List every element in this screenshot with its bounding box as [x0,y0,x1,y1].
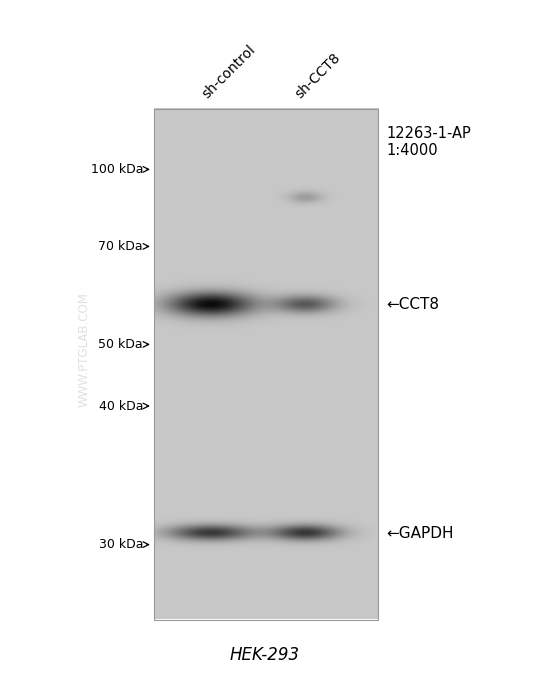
Text: WWW.PTGLAB.COM: WWW.PTGLAB.COM [77,293,90,407]
Text: 40 kDa: 40 kDa [99,400,143,412]
Text: 70 kDa: 70 kDa [98,240,143,253]
Text: sh-CCT8: sh-CCT8 [293,51,343,102]
Bar [154,108,378,620]
Text: ←GAPDH: ←GAPDH [386,526,454,541]
Text: 100 kDa: 100 kDa [91,163,143,176]
Text: 12263-1-AP
1:4000: 12263-1-AP 1:4000 [386,126,471,158]
Text: 30 kDa: 30 kDa [99,538,143,551]
Text: ←CCT8: ←CCT8 [386,297,439,312]
Text: HEK-293: HEK-293 [230,645,300,664]
Text: 50 kDa: 50 kDa [98,338,143,351]
Text: sh-control: sh-control [200,43,258,102]
